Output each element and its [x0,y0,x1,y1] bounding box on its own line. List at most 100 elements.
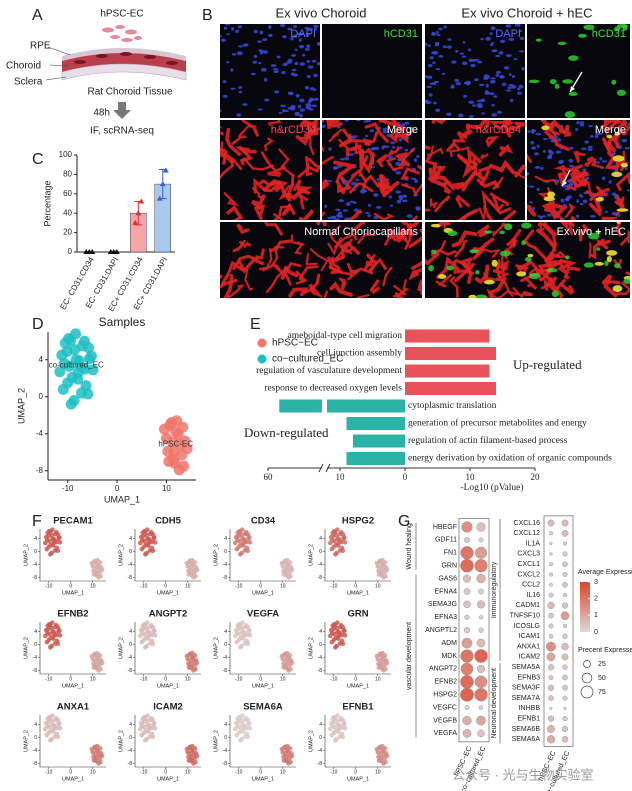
point [63,360,75,372]
vessel [220,274,223,280]
vessel [417,279,422,294]
dot [460,649,474,663]
watermark: 公众号 · 光与生物实验室 [452,767,594,782]
nucleus [508,37,515,41]
nucleus [298,45,305,48]
nucleus [306,60,311,63]
yellow-cell [611,171,623,178]
vessel [281,202,296,217]
y-tick-label: -4 [318,562,323,568]
dot [561,519,569,527]
nucleus [398,146,403,150]
plot-frame [458,518,490,743]
nucleus [489,43,494,46]
cell-point [340,718,346,723]
gene-label: CXCL16 [514,520,541,527]
gene-label: CXCL3 [517,551,540,558]
y-tick-label: 4 [34,722,37,728]
dot [476,574,486,584]
cell-point [191,668,196,673]
cell-point [192,560,198,565]
yellow-cell [527,253,534,258]
cell-point [331,730,337,736]
yellow-cell [547,191,555,198]
x-tick-label: 20 [531,472,541,482]
vessel [220,147,228,165]
vessel [323,290,329,298]
vessel [454,259,471,271]
y-tick-label: 100 [59,150,73,159]
vessel [603,120,619,137]
nucleus [259,52,263,55]
x-tick-label: 0 [164,583,167,589]
nucleus [236,51,243,56]
nucleus [505,54,512,58]
nucleus [242,43,248,47]
nucleus [395,162,401,166]
cell-point [283,565,288,570]
cell-point [46,544,52,550]
vessel [498,143,514,157]
gene-label: INHBB [519,705,541,712]
gene-label: EFNA4 [434,588,457,595]
vessel [620,229,630,246]
nucleus [450,84,455,89]
nucleus [518,50,525,53]
cells-illustration [102,25,142,42]
nucleus [477,60,483,64]
nucleus [365,134,369,138]
cell-point [144,718,150,724]
nucleus [274,90,280,94]
cell-point [50,722,55,728]
gene-label: ANGPT2 [429,666,457,673]
gene-title: VEGFA [247,609,279,620]
nucleus [264,50,268,54]
vessels [74,52,178,65]
vessel [524,276,538,290]
vessel [566,178,587,191]
green-cell [616,89,627,96]
nucleus [543,137,548,140]
category-label: response to decreased oxygen levels [264,384,402,394]
cell-point [97,746,103,751]
nucleus [446,45,453,49]
nucleus [565,197,570,202]
dot [562,664,568,670]
yellow-cell [606,250,618,256]
vessel [305,253,318,266]
vessel [487,276,507,298]
vessel [364,122,389,143]
nucleus [292,73,299,77]
nucleus [305,103,312,107]
cell-point [339,725,344,731]
green-cell [546,268,558,273]
dot [475,546,487,559]
nucleus [584,140,590,144]
vessel [514,164,525,178]
x-tick-label: -10 [140,769,147,775]
nucleus [338,199,345,203]
cell-point [54,632,59,638]
cell-point [188,754,194,760]
y-tick-label: -8 [33,668,38,674]
x-tick-label: 10 [280,583,286,589]
y-tick-label: 80 [63,170,72,179]
cell-point [188,568,194,574]
yellow-cell [606,134,613,139]
nucleus [281,70,286,75]
nucleus [220,38,226,42]
x-axis-label: UMAP_1 [62,683,84,689]
y-axis-label: UMAP_2 [213,637,219,659]
vessel [242,157,274,171]
panel-b: B Ex vivo Choroid Ex vivo Choroid + hEC … [202,5,630,298]
green-cell [583,24,595,30]
dot [548,572,554,577]
micrograph-bg [322,24,422,118]
cell-point [188,565,193,570]
y-axis-label: UMAP_2 [23,544,29,566]
nucleus [404,148,409,152]
dot [549,582,553,587]
vessel [578,224,591,242]
category-label: generation of precursor metabolites and … [408,418,587,429]
micrograph-label: DAPI [495,28,521,40]
